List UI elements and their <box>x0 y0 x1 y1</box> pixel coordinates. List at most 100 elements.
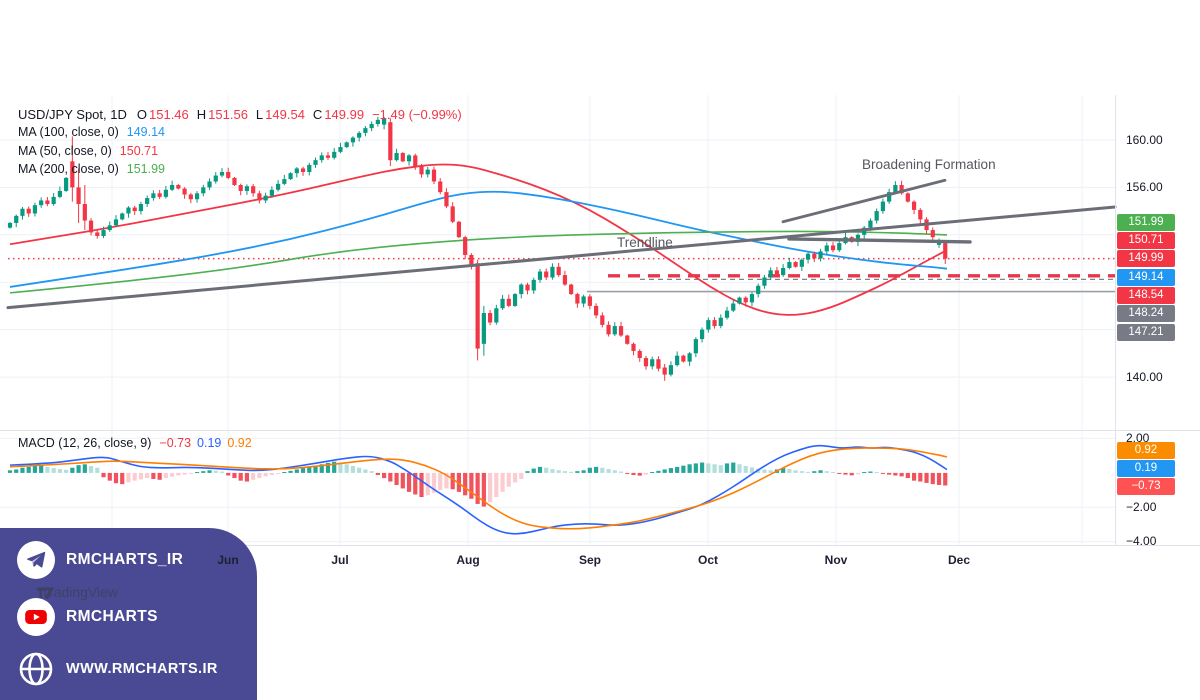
macd-histogram-bar <box>818 470 823 473</box>
ma200-legend-segment: MA (200, close, 0) <box>18 162 119 176</box>
macd-histogram-bar <box>911 472 917 481</box>
ma200-legend[interactable]: MA (200, close, 0) 151.99 <box>18 162 165 176</box>
candle-body <box>643 358 649 367</box>
time-axis-month-oct: Oct <box>697 553 718 567</box>
symbol-legend-segment: C <box>312 107 323 122</box>
youtube-link[interactable]: RMCHARTS <box>17 597 158 637</box>
macd-histogram-bar <box>363 469 368 473</box>
candle-body <box>544 271 549 278</box>
candle-body <box>388 122 393 161</box>
candle-body <box>469 254 474 266</box>
candle-body <box>113 219 119 226</box>
candle-body <box>57 190 62 197</box>
macd-histogram-bar <box>300 468 306 473</box>
ma100-legend-segment: MA (100, close, 0) <box>18 125 119 139</box>
macd-histogram-bar <box>76 465 81 473</box>
candle-body <box>675 355 680 366</box>
macd-histogram-bar <box>519 472 524 479</box>
candle-body <box>681 355 686 362</box>
macd-histogram-bar <box>681 465 686 473</box>
macd-histogram-bar <box>787 469 792 473</box>
macd-histogram-bar <box>138 472 144 480</box>
candle-body <box>294 168 299 174</box>
globe-icon <box>17 650 55 688</box>
macd-signal-line[interactable] <box>9 447 948 530</box>
macd-histogram-bar <box>145 472 150 479</box>
drawing-trendline[interactable] <box>6 205 1117 310</box>
pane-separator[interactable] <box>0 430 1200 431</box>
ma-line-ma50[interactable] <box>9 163 948 316</box>
chart-canvas[interactable] <box>0 95 1200 548</box>
symbol-legend-segment: L <box>255 107 264 122</box>
candle-body <box>600 315 605 325</box>
macd-histogram-bar <box>113 472 119 484</box>
macd-histogram-bar <box>631 472 636 475</box>
candle-body <box>799 259 804 267</box>
symbol-legend[interactable]: USD/JPY Spot, 1D O 151.46 H 151.56 L 149.54 C 14… <box>18 107 462 122</box>
candle-body <box>288 173 293 180</box>
candle-body <box>943 241 948 259</box>
candle-body <box>232 177 237 186</box>
macd-histogram-bar <box>918 472 923 482</box>
macd-histogram-bar <box>643 472 649 475</box>
macd-histogram-bar <box>743 466 748 473</box>
ma50-legend[interactable]: MA (50, close, 0) 150.71 <box>18 144 158 158</box>
candle-body <box>76 187 81 204</box>
drawing-broadening-lower[interactable] <box>787 237 972 244</box>
macd-histogram-bar <box>107 472 112 481</box>
youtube-handle: RMCHARTS <box>66 608 158 625</box>
candle-body <box>887 192 892 202</box>
macd-histogram-bar <box>481 472 486 507</box>
candle-body <box>512 294 518 306</box>
candle-body <box>82 203 87 221</box>
macd-histogram-bar <box>101 472 106 478</box>
macd-legend-segment: −0.73 <box>159 436 192 450</box>
macd-histogram-bar <box>406 472 412 492</box>
tradingview-logo-icon <box>36 586 55 599</box>
annotation-trendline[interactable]: Trendline <box>617 235 673 250</box>
macd-histogram-bar <box>7 470 13 473</box>
ma-line-ma100[interactable] <box>9 190 948 288</box>
candle-body <box>768 270 773 278</box>
telegram-link[interactable]: RMCHARTS_IR <box>17 540 183 580</box>
macd-histogram-bar <box>88 466 94 473</box>
macd-histogram-bar <box>14 469 19 473</box>
candle-body <box>406 155 412 162</box>
candle-body <box>519 284 524 295</box>
macd-histogram-bar <box>207 470 212 473</box>
candle-body <box>269 189 274 196</box>
macd-histogram-bar <box>930 472 935 485</box>
candle-body <box>438 181 443 193</box>
macd-histogram-bar <box>868 471 873 473</box>
website-link[interactable]: WWW.RMCHARTS.IR <box>17 649 218 689</box>
candle-body <box>201 187 206 194</box>
macd-histogram-bar <box>382 472 387 479</box>
macd-histogram-bar <box>880 472 885 474</box>
macd-histogram-bar <box>762 469 767 473</box>
candle-body <box>756 285 761 295</box>
macd-legend[interactable]: MACD (12, 26, close, 9) −0.73 0.19 0.92 <box>18 436 252 450</box>
ma-line-ma200[interactable] <box>9 230 948 294</box>
drawing-broadening-upper[interactable] <box>781 178 947 224</box>
price-axis-tick: −2.00 <box>1126 500 1157 514</box>
macd-histogram-bar <box>219 471 225 473</box>
macd-histogram-bar <box>805 471 811 473</box>
youtube-icon <box>17 598 55 636</box>
candle-body <box>743 297 748 303</box>
candle-body <box>893 185 898 193</box>
macd-histogram-bar <box>731 462 736 473</box>
symbol-legend-segment: USD/JPY Spot, 1D <box>18 107 127 122</box>
macd-legend-segment: 0.19 <box>197 436 222 450</box>
ma100-legend[interactable]: MA (100, close, 0) 149.14 <box>18 125 165 139</box>
candle-body <box>101 230 106 236</box>
macd-histogram-bar <box>170 472 175 477</box>
annotation-broadening-formation[interactable]: Broadening Formation <box>862 157 996 172</box>
macd-histogram-bar <box>276 472 281 474</box>
macd-histogram-bar <box>718 465 723 473</box>
candle-body <box>830 245 836 251</box>
price-label-148.24: 148.24 <box>1117 304 1175 322</box>
macd-histogram-bar <box>593 466 599 473</box>
symbol-legend-segment: 149.99 <box>324 107 365 122</box>
macd-histogram-bar <box>388 472 393 482</box>
candle-body <box>419 166 424 175</box>
